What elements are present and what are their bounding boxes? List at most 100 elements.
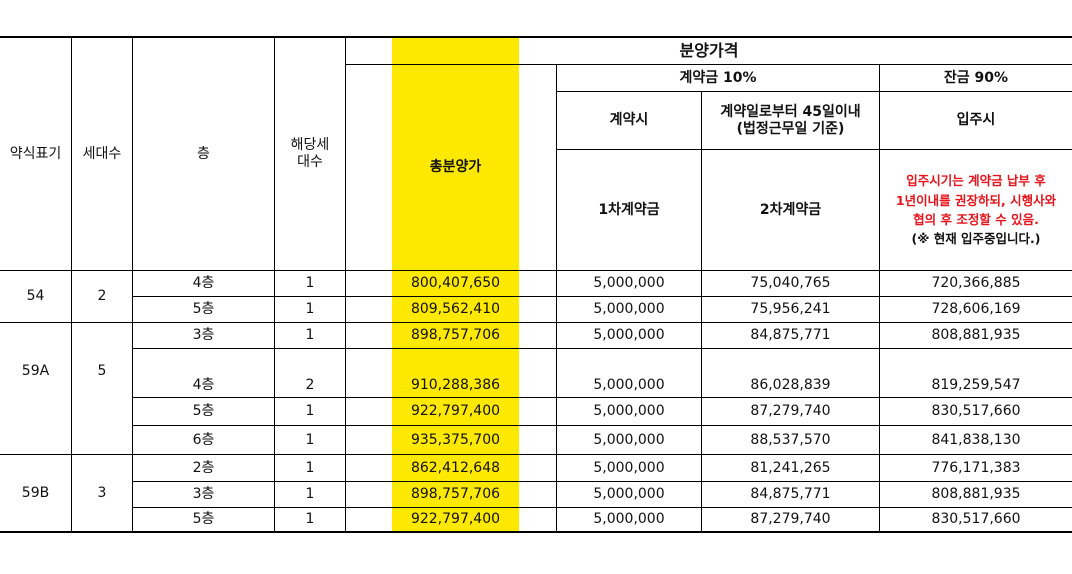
balance-cell: 808,881,935 xyxy=(931,327,1021,344)
table-rule xyxy=(0,322,1072,323)
table-rule xyxy=(0,270,1072,271)
table-rule xyxy=(133,425,1072,426)
table-rule xyxy=(345,64,1072,65)
floor-cell: 4층 xyxy=(192,275,215,292)
second-deposit-cell: 87,279,740 xyxy=(750,403,831,420)
table-rule xyxy=(0,531,1072,533)
sale-price-header: 분양가격 xyxy=(679,41,739,61)
applicable-households-line-2: 대수 xyxy=(297,154,323,170)
households-header: 세대수 xyxy=(82,145,122,162)
move-in-note-line-2: 1년이내를 권장하되, 시행사와 xyxy=(895,192,1057,208)
balance-cell: 819,259,547 xyxy=(931,376,1021,393)
count-cell: 1 xyxy=(305,431,315,448)
count-cell: 1 xyxy=(305,511,315,528)
balance-cell: 808,881,935 xyxy=(931,486,1021,503)
floor-cell: 2층 xyxy=(192,459,215,476)
balance-cell: 830,517,660 xyxy=(931,403,1021,420)
total-price-cell: 898,757,706 xyxy=(410,486,501,503)
table-rule xyxy=(557,91,1072,92)
applicable-households-header: 해당세 대수 xyxy=(275,38,345,270)
group-type: 59A xyxy=(21,363,50,380)
total-price-cell: 800,407,650 xyxy=(410,275,501,292)
first-deposit-cell: 5,000,000 xyxy=(593,301,665,318)
floor-cell: 3층 xyxy=(192,486,215,503)
count-cell: 1 xyxy=(305,301,315,318)
second-deposit-cell: 87,279,740 xyxy=(750,511,831,528)
total-price-cell: 809,562,410 xyxy=(410,301,501,318)
first-deposit-cell: 5,000,000 xyxy=(593,275,665,292)
total-price-cell: 910,288,386 xyxy=(410,376,501,393)
table-rule xyxy=(556,64,557,532)
table-rule xyxy=(133,507,1072,508)
floor-cell: 4층 xyxy=(192,376,215,393)
table-rule xyxy=(71,36,72,532)
move-in-note: 입주시기는 계약금 납부 후 1년이내를 권장하되, 시행사와 협의 후 조정할… xyxy=(880,150,1072,270)
first-deposit-cell: 5,000,000 xyxy=(593,511,665,528)
table-rule xyxy=(345,36,346,532)
table-rule xyxy=(557,149,1072,150)
second-deposit-cell: 86,028,839 xyxy=(750,376,831,393)
floor-cell: 6층 xyxy=(192,431,215,448)
count-cell: 1 xyxy=(305,275,315,292)
table-rule xyxy=(0,454,1072,455)
table-rule xyxy=(133,348,1072,349)
first-deposit-cell: 5,000,000 xyxy=(593,459,665,476)
first-deposit-cell: 5,000,000 xyxy=(593,327,665,344)
floor-cell: 3층 xyxy=(192,327,215,344)
count-cell: 1 xyxy=(305,403,315,420)
type-header: 약식표기 xyxy=(9,145,62,162)
first-deposit-cell: 5,000,000 xyxy=(593,376,665,393)
table-rule xyxy=(0,36,1072,38)
second-deposit-cell: 84,875,771 xyxy=(750,327,831,344)
count-cell: 2 xyxy=(305,376,315,393)
table-rule xyxy=(133,296,1072,297)
balance-cell: 720,366,885 xyxy=(931,275,1021,292)
balance-cell: 728,606,169 xyxy=(931,301,1021,318)
count-cell: 1 xyxy=(305,459,315,476)
total-price-cell: 935,375,700 xyxy=(410,431,501,448)
move-in-note-current: (※ 현재 입주중입니다.) xyxy=(911,231,1041,247)
count-cell: 1 xyxy=(305,327,315,344)
balance-cell: 841,838,130 xyxy=(931,431,1021,448)
group-households: 5 xyxy=(97,363,107,380)
balance-cell: 776,171,383 xyxy=(931,459,1021,476)
move-in-note-line-1: 입주시기는 계약금 납부 후 xyxy=(906,173,1046,189)
total-price-cell: 898,757,706 xyxy=(410,327,501,344)
group-households: 2 xyxy=(97,288,107,305)
within-45-days-line-2: (법정근무일 기준) xyxy=(736,120,845,137)
total-price-highlight xyxy=(392,36,519,532)
balance-header: 잔금 90% xyxy=(943,69,1009,86)
floor-cell: 5층 xyxy=(192,403,215,420)
within-45-days-header: 계약일로부터 45일이내 (법정근무일 기준) xyxy=(702,92,879,149)
count-cell: 1 xyxy=(305,486,315,503)
table-rule xyxy=(133,397,1072,398)
first-deposit-cell: 5,000,000 xyxy=(593,431,665,448)
deposit-header: 계약금 10% xyxy=(679,69,757,86)
second-deposit-cell: 81,241,265 xyxy=(750,459,831,476)
total-price-header: 총분양가 xyxy=(429,159,482,176)
second-deposit-header: 2차계약금 xyxy=(759,201,822,218)
table-rule xyxy=(132,36,133,532)
floor-header: 층 xyxy=(197,145,210,162)
second-deposit-cell: 88,537,570 xyxy=(750,431,831,448)
table-rule xyxy=(274,36,275,532)
move-in-header: 입주시 xyxy=(956,112,996,129)
group-type: 54 xyxy=(26,288,45,305)
total-price-cell: 862,412,648 xyxy=(410,459,501,476)
table-rule xyxy=(879,64,880,532)
at-contract-header: 계약시 xyxy=(609,112,649,129)
group-type: 59B xyxy=(21,484,50,501)
second-deposit-cell: 75,040,765 xyxy=(750,275,831,292)
move-in-note-line-3: 협의 후 조정할 수 있음. xyxy=(913,212,1039,227)
floor-cell: 5층 xyxy=(192,301,215,318)
balance-cell: 830,517,660 xyxy=(931,511,1021,528)
first-deposit-header: 1차계약금 xyxy=(598,201,660,218)
applicable-households-line-1: 해당세 xyxy=(290,137,330,154)
group-households: 3 xyxy=(97,484,107,501)
floor-cell: 5층 xyxy=(192,511,215,528)
second-deposit-cell: 84,875,771 xyxy=(750,486,831,503)
total-price-cell: 922,797,400 xyxy=(410,403,501,420)
table-rule xyxy=(133,481,1072,482)
second-deposit-cell: 75,956,241 xyxy=(750,301,831,318)
